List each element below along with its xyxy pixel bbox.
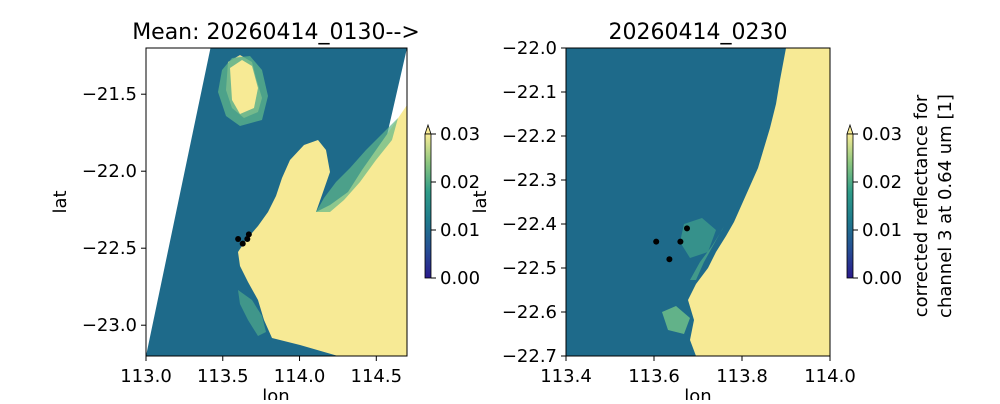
panel-1-coast-east [316, 118, 398, 212]
panel-1-markers [235, 231, 252, 247]
panel-2-ytick-label: −22.4 [502, 214, 557, 235]
panel-1-image [146, 48, 407, 356]
panel-2-xtick-label: 113.4 [540, 366, 592, 387]
panel-1-colorbar-ticks: 0.00 0.01 0.02 0.03 [431, 124, 480, 289]
panel-2-image [566, 48, 830, 356]
panel-2-marker [677, 238, 684, 245]
panel-1-ytick-label: −22.0 [82, 161, 137, 182]
panel-2-colorbar-tick-label: 0.02 [862, 172, 902, 193]
panel-2-title: 20260414_0230 [609, 20, 788, 45]
panel-1-xtick-label: 113.5 [197, 366, 249, 387]
panel-1-ytick-label: −23.0 [82, 315, 137, 336]
panel-1-marker [239, 240, 246, 247]
panel-2-markers [653, 225, 690, 263]
panel-2-colorbar-tick-label: 0.01 [862, 220, 902, 241]
panel-2-coast-fringe [690, 214, 730, 280]
panel-1-ytick-label: −21.5 [82, 84, 137, 105]
panel-2-x-axis: 113.4 113.6 113.8 114.0 [540, 356, 856, 387]
panel-2-frame [565, 47, 831, 357]
panel-1-xlabel: lon [262, 386, 289, 400]
panel-2-colorbar-ticks: 0.00 0.01 0.02 0.03 [853, 124, 902, 289]
panel-2: 20260414_0230 113.4 113.6 113.8 114.0 −22.0… [470, 20, 956, 404]
panel-1-colorbar-tick-label: 0.01 [440, 220, 480, 241]
panel-1-ytick-label: −22.5 [82, 238, 137, 259]
panel-1-colorbar-tick-label: 0.02 [440, 172, 480, 193]
panel-1-frame [145, 47, 408, 357]
panel-2-xtick-label: 113.6 [628, 366, 680, 387]
panel-1-xtick-label: 114.0 [274, 366, 326, 387]
panel-1-colorbar-bar [424, 133, 432, 279]
panel-2-ytick-label: −22.3 [502, 170, 557, 191]
panel-2-ytick-label: −22.0 [502, 38, 557, 59]
panel-2-colorbar-tick-label: 0.00 [862, 268, 902, 289]
panel-2-marker [666, 256, 673, 263]
panel-2-colorbar-label-line1: corrected reflectance for [911, 94, 932, 317]
panel-2-xtick-label: 113.8 [716, 366, 768, 387]
panel-2-xlabel: lon [684, 386, 711, 400]
panel-1-colorbar-tick-label: 0.00 [440, 268, 480, 289]
panel-2-marker [684, 225, 690, 232]
panel-1-marker [244, 235, 251, 242]
panel-2-ytick-label: −22.1 [502, 82, 557, 103]
panel-1-colorbar-tick-label: 0.03 [440, 124, 480, 145]
panel-1: Mean: 20260414_0130--> 113.0 113.5 114.0 11… [50, 20, 480, 404]
panel-2-y-axis: −22.0 −22.1 −22.2 −22.3 −22.4 −22.5 −22.6 −22.7 [502, 38, 566, 367]
panel-1-cloud-north-core [230, 60, 258, 114]
panel-2-colorbar-extend [846, 123, 854, 135]
panel-1-marker [245, 231, 252, 238]
panel-1-ylabel: lat [50, 190, 71, 213]
panel-2-xtick-label: 114.0 [804, 366, 856, 387]
panel-1-title: Mean: 20260414_0130--> [132, 20, 420, 45]
panel-2-ytick-label: −22.7 [502, 346, 557, 367]
panel-2-land [688, 48, 830, 356]
panel-2-ytick-label: −22.2 [502, 126, 557, 147]
panel-2-colorbar: 0.00 0.01 0.02 0.03 corrected reflectance f… [846, 94, 956, 318]
panel-1-xtick-label: 113.0 [120, 366, 172, 387]
panel-2-ytick-label: −22.6 [502, 302, 557, 323]
panel-1-xtick-label: 114.5 [351, 366, 403, 387]
panel-1-coast-south [238, 290, 266, 336]
panel-2-island [662, 306, 690, 334]
panel-1-x-axis: 113.0 113.5 114.0 114.5 [120, 356, 402, 387]
panel-2-colorbar-label-line2: channel 3 at 0.64 um [1] [935, 94, 956, 318]
panel-1-colorbar-extend [424, 123, 432, 135]
panel-2-colorbar-bar [846, 133, 854, 279]
panel-2-ylabel: lat [470, 190, 491, 213]
panel-2-colorbar-tick-label: 0.03 [862, 124, 902, 145]
panel-1-marker [235, 235, 242, 242]
panel-1-y-axis: −21.5 −22.0 −22.5 −23.0 [82, 84, 146, 336]
panel-1-colorbar: 0.00 0.01 0.02 0.03 [424, 123, 480, 289]
panel-2-ytick-label: −22.5 [502, 258, 557, 279]
panel-2-marker [653, 238, 660, 245]
